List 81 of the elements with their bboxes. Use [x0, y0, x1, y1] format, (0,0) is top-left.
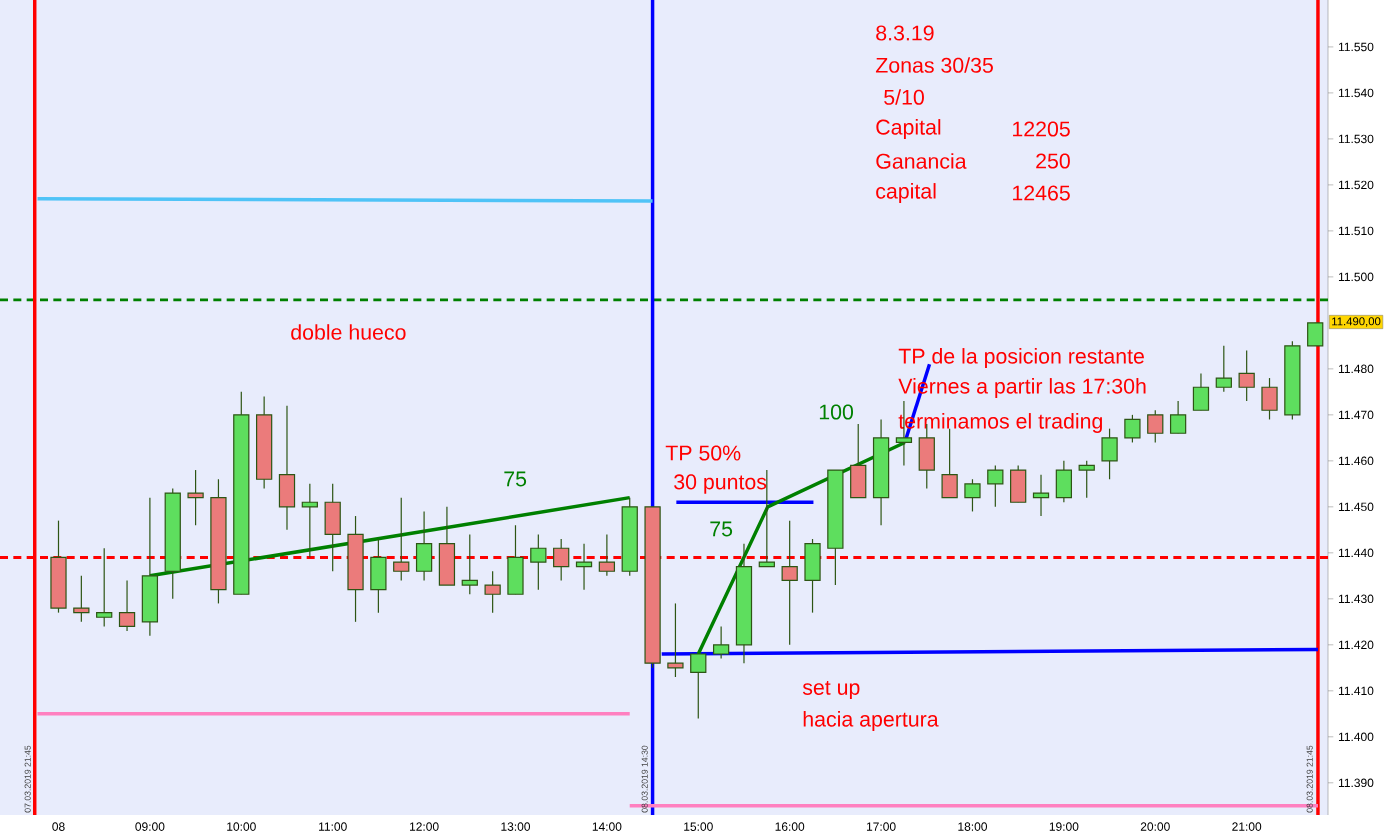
candlestick [73, 575, 90, 623]
x-tick-label: 19:00 [1049, 822, 1079, 831]
candlestick [187, 469, 204, 526]
candlestick [118, 579, 136, 632]
x-tick-label: 09:00 [135, 822, 165, 831]
x-tick-label: 18:00 [958, 822, 988, 831]
x-tick-label: 21:00 [1232, 822, 1262, 831]
y-tick-label: 11.480 [1338, 364, 1374, 374]
annotation: 07.03.2019 21:45 [24, 745, 31, 813]
candlestick [598, 533, 616, 577]
x-tick-label: 08 [52, 822, 65, 831]
annotation: 250 [1036, 153, 1070, 169]
candlestick [1169, 400, 1187, 434]
y-tick-label: 11.410 [1338, 686, 1374, 696]
annotation: 08.03.2019 14:30 [641, 745, 648, 813]
annotation: 100 [819, 404, 854, 420]
x-tick-label: 11:00 [319, 822, 347, 831]
candlestick [690, 653, 707, 720]
annotation: 5/10 [884, 89, 924, 105]
y-tick-label: 11.440 [1338, 548, 1374, 558]
y-tick-label: 11.400 [1338, 732, 1374, 742]
candlestick [484, 570, 501, 614]
candlestick [1032, 474, 1050, 517]
annotation: Zonas 30/35 [875, 57, 993, 73]
candlestick [1124, 414, 1141, 444]
candlestick [987, 464, 1004, 508]
candlestick [1238, 349, 1255, 402]
candlestick [781, 520, 798, 646]
y-tick-label: 11.500 [1338, 272, 1374, 282]
candlestick [1078, 460, 1095, 499]
annotation: capital [876, 183, 936, 203]
x-tick-label: 15:00 [684, 822, 713, 831]
candlestick [96, 547, 113, 628]
annotation: hacia apertura [803, 711, 939, 731]
x-tick-label: 14:00 [592, 822, 622, 831]
y-tick-label: 11.460 [1338, 456, 1374, 466]
annotation: set up [802, 680, 860, 700]
x-tick-label: 17:00 [866, 822, 896, 831]
candlestick [1307, 322, 1324, 347]
annotation: doble hueco [291, 324, 406, 340]
annotation: 08.03.2019 21:45 [1306, 745, 1313, 813]
candlestick [1192, 372, 1210, 411]
y-tick-label: 11.530 [1338, 134, 1374, 144]
annotation: 12465 [1013, 185, 1070, 201]
candlestick [1261, 377, 1278, 421]
candlestick [964, 478, 981, 513]
candlestick [941, 428, 958, 499]
annotation: 8.3.19 [876, 25, 934, 41]
text: 11.490,00 [1332, 317, 1381, 327]
candlestick [530, 533, 547, 591]
candlestick [461, 533, 478, 595]
x-tick-label: 10:00 [227, 822, 256, 831]
y-tick-label: 11.420 [1338, 640, 1374, 650]
candlestick [1101, 428, 1118, 480]
x-tick-label: 13:00 [501, 822, 531, 831]
candlestick [393, 497, 410, 582]
y-tick-label: 11.540 [1338, 88, 1374, 98]
annotation: Ganancia [876, 153, 967, 169]
candlestick [1215, 345, 1232, 393]
y-tick-label: 11.470 [1338, 410, 1374, 420]
y-tick-label: 11.550 [1338, 42, 1374, 52]
annotation: TP de la posicion restante [898, 348, 1144, 368]
annotation: Capital [876, 119, 941, 139]
candlestick [575, 543, 593, 591]
y-tick-label: 11.520 [1338, 180, 1374, 190]
x-tick-label: 20:00 [1140, 822, 1170, 831]
candlestick [553, 538, 570, 582]
x-tick-label: 16:00 [775, 822, 805, 831]
annotation: TP 50% [665, 445, 741, 461]
y-tick-label: 11.510 [1338, 226, 1374, 236]
annotation: 75 [710, 521, 733, 537]
candlestick [712, 625, 730, 660]
annotation: 75 [504, 471, 527, 487]
candlestick [667, 602, 684, 678]
annotation: 12205 [1013, 121, 1070, 137]
candlestick [1147, 409, 1164, 444]
y-tick-label: 11.450 [1338, 502, 1374, 512]
y-tick-label: 11.430 [1338, 594, 1374, 604]
annotation: 30 puntos [674, 474, 767, 494]
x-tick-label: 12:00 [409, 822, 439, 831]
y-tick-label: 11.390 [1338, 778, 1374, 788]
